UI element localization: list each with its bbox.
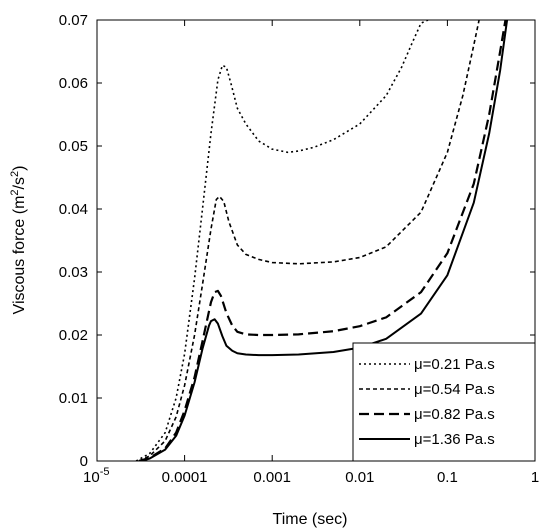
- y-axis-title-sup2: 2: [9, 171, 21, 177]
- y-tick-label: 0: [80, 453, 88, 470]
- y-tick-label: 0.06: [59, 75, 88, 92]
- series-line-1: [135, 20, 429, 461]
- series-line-3: [138, 20, 507, 461]
- x-axis-title: Time (sec): [273, 511, 348, 528]
- x-tick-label-power: 10-5: [83, 466, 109, 486]
- legend-label: μ=1.36 Pa.s: [414, 431, 495, 448]
- y-axis-title-main: Viscous force (m: [11, 196, 28, 315]
- x-tick-label-base: 10: [83, 469, 100, 486]
- y-axis-title-sup1: 2: [9, 189, 21, 195]
- y-tick-label: 0.04: [59, 201, 88, 218]
- legend-label: μ=0.82 Pa.s: [414, 406, 495, 423]
- x-tick-label: 0.0001: [162, 469, 208, 486]
- x-tick-label: 1: [531, 469, 539, 486]
- series-line-4: [140, 20, 509, 461]
- legend-label: μ=0.54 Pa.s: [414, 381, 495, 398]
- x-tick-label: 0.001: [253, 469, 291, 486]
- y-axis-title-end: ): [11, 166, 28, 171]
- series-line-2: [138, 20, 480, 461]
- x-tick-label: 0.01: [345, 469, 374, 486]
- y-tick-label: 0.07: [59, 12, 88, 29]
- legend-box: [352, 342, 536, 462]
- y-tick-label: 0.03: [59, 264, 88, 281]
- y-tick-label: 0.05: [59, 138, 88, 155]
- x-tick-label-exponent: -5: [100, 466, 110, 478]
- y-tick-label: 0.01: [59, 390, 88, 407]
- legend-label: μ=0.21 Pa.s: [414, 356, 495, 373]
- y-axis-title-mid: /s: [11, 177, 28, 189]
- y-tick-label: 0.02: [59, 327, 88, 344]
- y-axis-title: Viscous force (m2/s2): [9, 166, 28, 315]
- x-tick-label: 0.1: [437, 469, 458, 486]
